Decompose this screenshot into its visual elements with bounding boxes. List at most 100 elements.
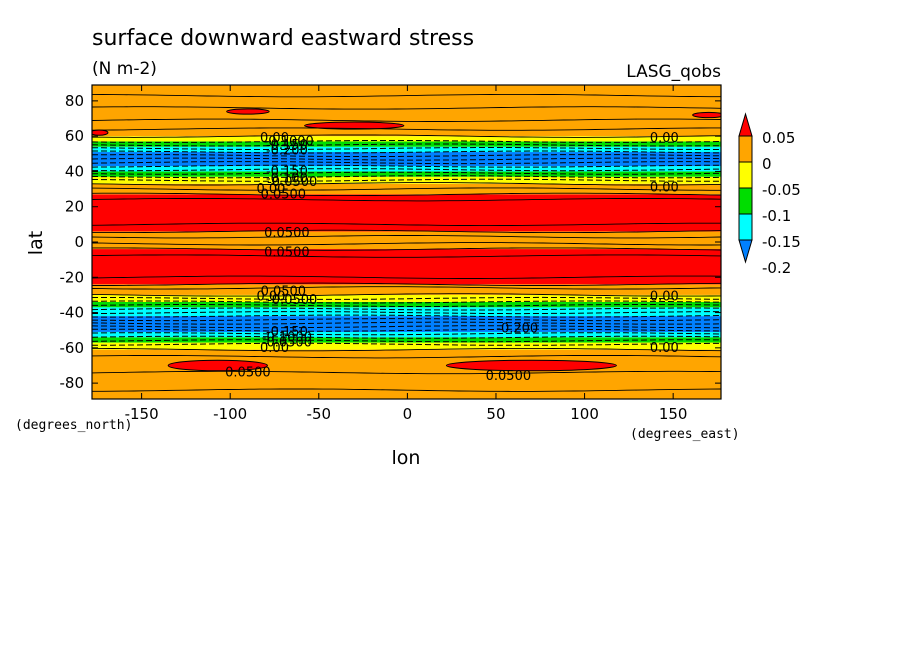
x-units-note: (degrees_east) <box>630 427 740 442</box>
contour-label: 0.00 <box>256 290 285 305</box>
solid-contour-line <box>92 370 721 375</box>
contour-band <box>92 231 721 250</box>
contour-label: 0.0500 <box>261 187 307 202</box>
solid-contour-line <box>92 229 721 234</box>
x-tick-label: -150 <box>125 405 159 423</box>
contour-band <box>92 152 721 167</box>
contour-fill-area <box>92 85 721 399</box>
dashed-contour-line <box>92 328 721 332</box>
contour-patch <box>167 359 268 372</box>
contour-band <box>92 136 721 142</box>
contour-label: 0.0500 <box>264 226 310 241</box>
contour-label: 0.0500 <box>225 366 271 381</box>
contour-label: -0.200 <box>266 143 308 158</box>
colorbar-tick-label: -0.05 <box>762 181 801 199</box>
y-tick-label: 0 <box>74 233 84 251</box>
dashed-contour-line <box>92 335 721 339</box>
contour-band <box>92 194 721 232</box>
contour-band <box>92 171 721 177</box>
contour-label: -0.200 <box>496 321 538 336</box>
y-tick-label: -60 <box>60 339 85 357</box>
dashed-contour-line <box>92 325 721 329</box>
dashed-contour-line <box>92 296 721 300</box>
contour-label: -0.0500 <box>262 336 312 351</box>
dashed-contour-line <box>92 314 721 318</box>
colorbar-arrow-bottom <box>738 239 753 264</box>
dashed-contour-line <box>92 171 721 175</box>
contour-band <box>92 301 721 308</box>
contour-band <box>92 342 721 350</box>
colorbar-tick-label: 0.05 <box>762 129 795 147</box>
colorbar-segment <box>738 187 753 215</box>
contour-label: 0.0500 <box>486 369 532 384</box>
contour-label: -0.150 <box>266 138 308 153</box>
dashed-contour-line <box>92 150 721 154</box>
contour-patch <box>304 121 405 130</box>
contour-label: -0.0500 <box>267 293 317 308</box>
contour-band <box>92 294 721 302</box>
contour-band <box>92 141 721 147</box>
x-tick-label: -50 <box>307 405 332 423</box>
contour-patch <box>445 359 617 372</box>
colorbar-segment <box>738 135 753 163</box>
contour-label: 0.00 <box>650 290 679 305</box>
dataset-label: LASG_qobs <box>626 62 721 82</box>
colorbar-segment <box>738 213 753 241</box>
contour-patch <box>92 129 109 136</box>
y-axis-label: lat <box>25 231 47 255</box>
dashed-contour-line <box>92 140 721 143</box>
x-tick-label: 150 <box>659 405 688 423</box>
solid-contour-line <box>92 93 721 98</box>
dashed-contour-line <box>92 154 721 158</box>
contour-lines <box>92 93 721 392</box>
chart-title: surface downward eastward stress <box>92 26 474 51</box>
contour-band <box>92 307 721 317</box>
contour-band <box>92 337 721 343</box>
contour-patch <box>692 111 721 119</box>
y-tick-label: -80 <box>60 374 85 392</box>
contour-label: 0.00 <box>650 341 679 356</box>
colorbar-tick-label: 0 <box>762 155 772 173</box>
solid-contour-line <box>92 247 721 251</box>
solid-contour-line <box>92 254 721 258</box>
contour-label: 0.0500 <box>264 246 310 261</box>
contour-label: 0.00 <box>650 131 679 146</box>
contour-label: -0.1000 <box>262 330 312 345</box>
colorbar: 0.05 0 -0.05 -0.1 -0.15 -0.2 <box>738 112 801 277</box>
solid-contour-line <box>92 182 721 186</box>
solid-contour-line <box>92 222 721 227</box>
contour-band <box>92 166 721 172</box>
dashed-contour-line <box>92 342 721 346</box>
contour-band <box>92 331 721 338</box>
solid-contour-line <box>92 347 721 352</box>
contour-band <box>92 349 721 399</box>
colorbar-tick-label: -0.1 <box>762 207 791 225</box>
contour-band <box>92 146 721 153</box>
x-tick-label: 100 <box>570 405 599 423</box>
dashed-contour-line <box>92 300 721 304</box>
dashed-contour-line <box>92 332 721 336</box>
y-tick-label: 80 <box>65 92 84 110</box>
x-axis-ticks: -150 -100 -50 0 50 100 150 <box>125 85 688 423</box>
contour-label: 0.00 <box>260 131 289 146</box>
solid-contour-line <box>92 134 721 138</box>
x-tick-label: 50 <box>486 405 505 423</box>
y-tick-label: -20 <box>60 268 85 286</box>
dashed-contour-line <box>92 311 721 315</box>
contour-labels: 0.00-0.1000-0.150-0.200-0.150-0.100-0.05… <box>225 131 679 384</box>
dashed-contour-line <box>92 339 721 343</box>
solid-contour-line <box>92 235 721 239</box>
solid-contour-line <box>92 198 721 202</box>
solid-contour-line <box>92 192 721 197</box>
x-tick-label: 0 <box>403 405 413 423</box>
contour-label: -0.150 <box>266 164 308 179</box>
dashed-contour-line <box>92 318 721 322</box>
dashed-contour-line <box>92 321 721 325</box>
solid-contour-line <box>92 286 721 290</box>
colorbar-arrow-top <box>738 112 753 137</box>
dashed-contour-line <box>92 304 721 307</box>
contour-label: 0.00 <box>650 180 679 195</box>
contour-band <box>92 85 721 137</box>
colorbar-tick-label: -0.15 <box>762 233 801 251</box>
